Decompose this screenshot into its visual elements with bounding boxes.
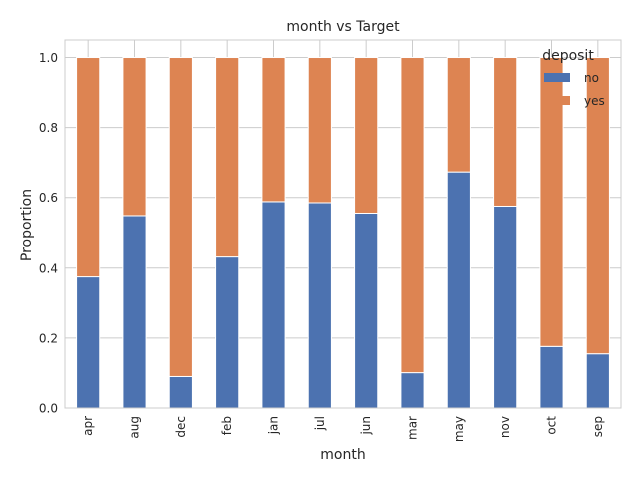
x-tick-label: dec	[174, 416, 188, 438]
y-tick-label: 0.0	[39, 402, 58, 416]
y-tick-label: 0.6	[39, 191, 58, 205]
bar-yes-apr	[76, 57, 101, 278]
bar-no-sep	[585, 353, 610, 409]
y-tick-label: 0.2	[39, 331, 58, 345]
bar-no-jun	[354, 212, 379, 409]
axes: 0.0 0.2 0.4 0.6 0.8 1.0 apr aug dec feb jan jul jun m…	[39, 39, 622, 442]
x-tick-label: jun	[359, 416, 373, 436]
x-tick-label: oct	[545, 416, 559, 435]
legend-swatch-no	[544, 73, 570, 82]
bar-yes-sep	[585, 57, 610, 355]
legend-label-yes: yes	[584, 94, 605, 108]
bar-no-oct	[539, 345, 564, 409]
x-tick-label: sep	[591, 416, 605, 437]
bar-no-mar	[400, 372, 425, 409]
bar-yes-dec	[168, 57, 193, 377]
y-tick-label: 0.4	[39, 261, 58, 275]
x-tick-label: feb	[220, 416, 234, 435]
bar-yes-mar	[400, 57, 425, 374]
bars	[76, 57, 610, 409]
bar-yes-aug	[122, 57, 147, 217]
plot-frame	[64, 39, 622, 409]
bar-no-dec	[168, 375, 193, 409]
x-tick-label: jan	[267, 416, 281, 435]
bar-no-may	[446, 171, 471, 409]
y-tick-label: 1.0	[39, 51, 58, 65]
bar-yes-feb	[215, 57, 240, 258]
legend-title: deposit	[542, 48, 594, 64]
chart-title: month vs Target	[286, 19, 400, 35]
x-tick-label: nov	[498, 416, 512, 438]
x-axis-label: month	[320, 447, 365, 463]
bar-no-jan	[261, 201, 286, 409]
grid	[65, 40, 621, 409]
y-tick-label: 0.8	[39, 121, 58, 135]
x-tick-label: may	[452, 416, 466, 442]
legend: deposit no yes	[542, 48, 605, 108]
legend-label-no: no	[584, 71, 599, 85]
bar-yes-nov	[493, 57, 518, 207]
bar-no-jul	[307, 202, 332, 409]
bar-yes-jun	[354, 57, 379, 214]
bar-no-aug	[122, 215, 147, 409]
bar-no-feb	[215, 256, 240, 409]
bar-no-nov	[493, 205, 518, 409]
bar-yes-jul	[307, 57, 332, 204]
legend-swatch-yes	[544, 96, 570, 105]
bar-no-apr	[76, 276, 101, 409]
plot-area	[65, 40, 621, 408]
bar-yes-jan	[261, 57, 286, 203]
bar-yes-may	[446, 57, 471, 173]
bar-yes-oct	[539, 57, 564, 347]
y-axis-label: Proportion	[19, 189, 35, 261]
x-tick-label: mar	[406, 416, 420, 440]
x-tick-label: jul	[313, 416, 327, 431]
x-tick-label: apr	[81, 416, 95, 436]
x-tick-label: aug	[128, 416, 142, 439]
